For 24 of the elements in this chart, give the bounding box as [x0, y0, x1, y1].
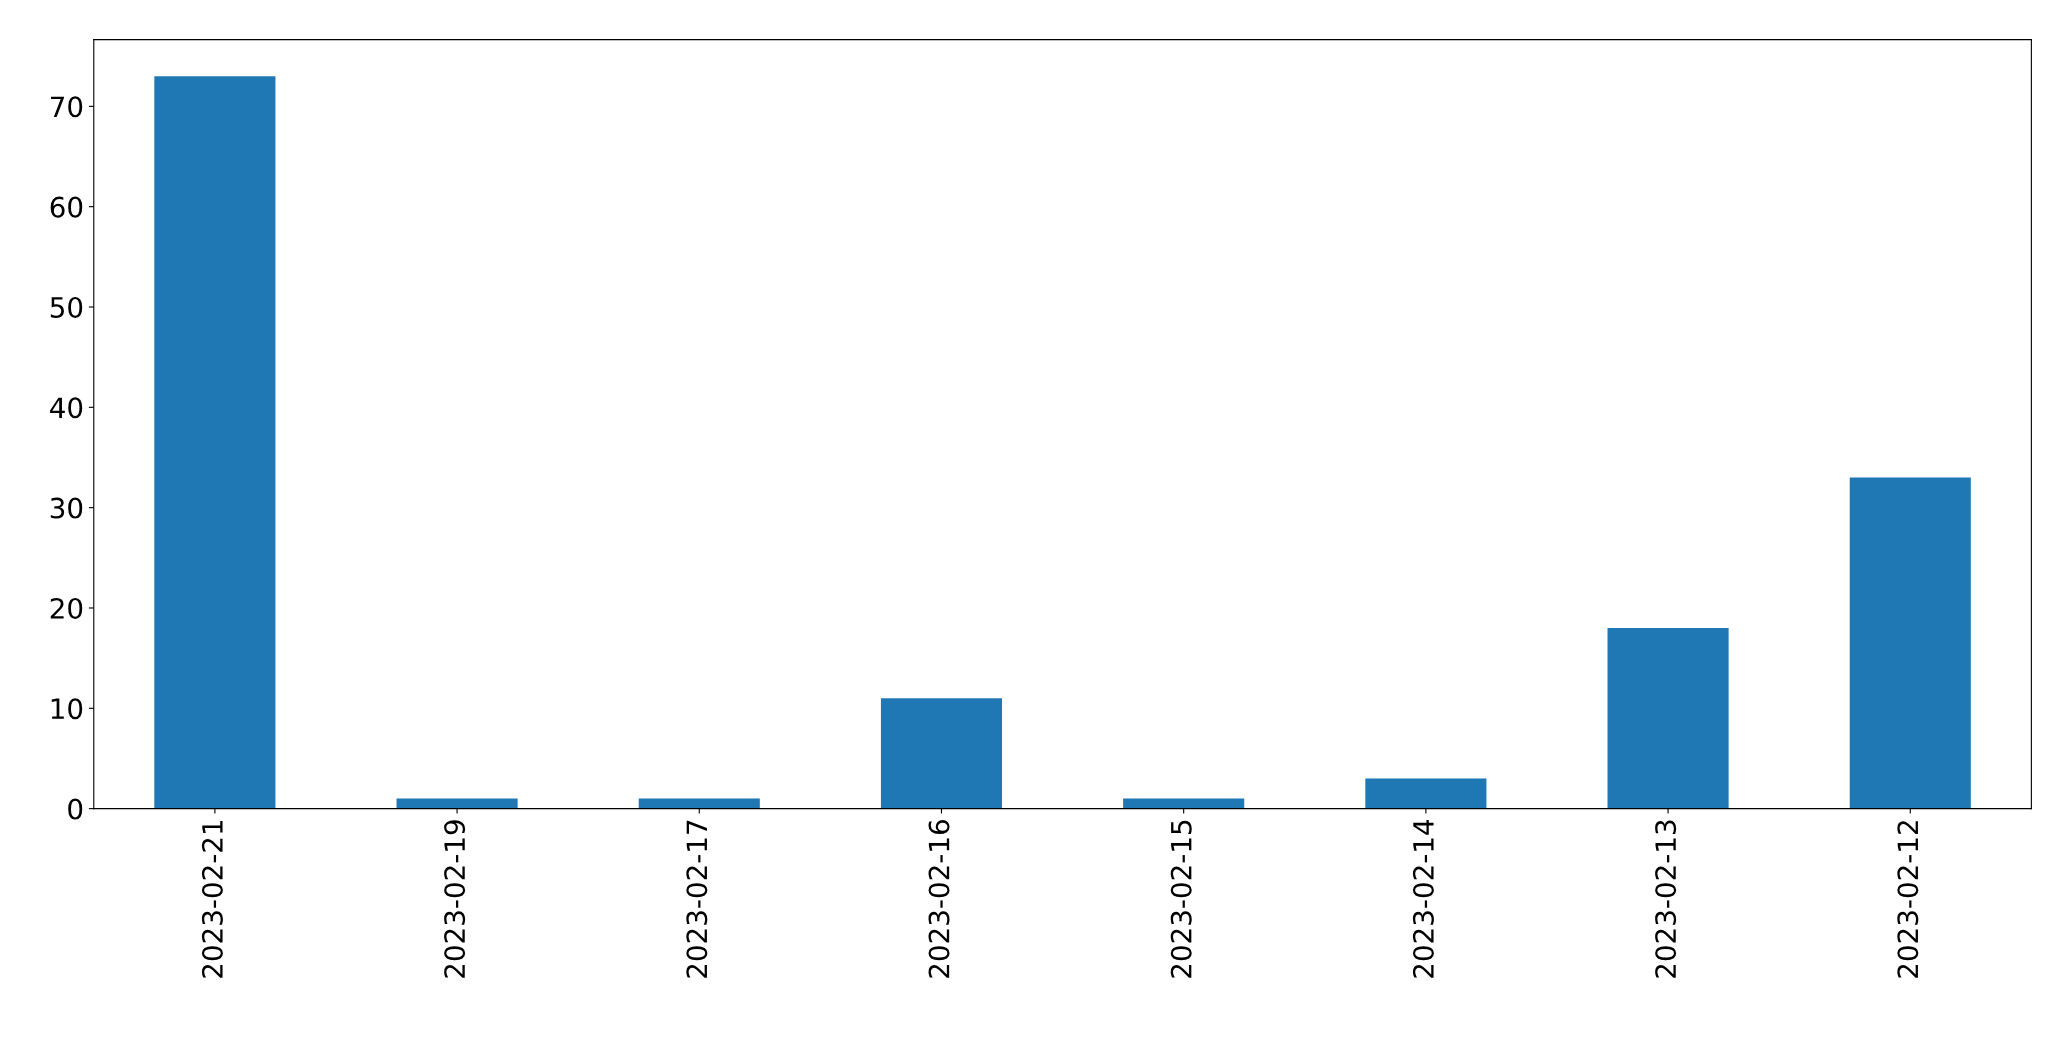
bar — [1607, 628, 1729, 809]
x-tick-label: 2023-02-15 — [1170, 820, 1192, 978]
bar — [638, 798, 760, 809]
bar — [1123, 798, 1245, 809]
bar — [1849, 477, 1971, 809]
bar — [154, 76, 276, 809]
bar — [396, 798, 518, 809]
y-tick-label: 60 — [50, 196, 83, 218]
x-tick-label: 2023-02-12 — [1897, 821, 1919, 978]
x-tick-label: 2023-02-16 — [928, 820, 950, 978]
y-tick-label: 30 — [50, 497, 83, 519]
y-tick-label: 40 — [50, 397, 83, 419]
y-tick-label: 70 — [50, 96, 83, 118]
x-tick-label: 2023-02-21 — [201, 820, 223, 978]
x-tick-label: 2023-02-13 — [1655, 820, 1677, 978]
x-tick-label: 2023-02-14 — [1412, 819, 1434, 978]
bar — [1365, 778, 1487, 809]
y-tick-label: 50 — [50, 296, 83, 318]
y-tick-label: 20 — [50, 597, 83, 619]
x-tick-label: 2023-02-19 — [444, 820, 466, 978]
y-tick-label: 0 — [68, 798, 83, 820]
y-tick-label: 10 — [51, 698, 83, 720]
x-tick-label: 2023-02-17 — [686, 820, 708, 978]
bar — [880, 698, 1003, 809]
